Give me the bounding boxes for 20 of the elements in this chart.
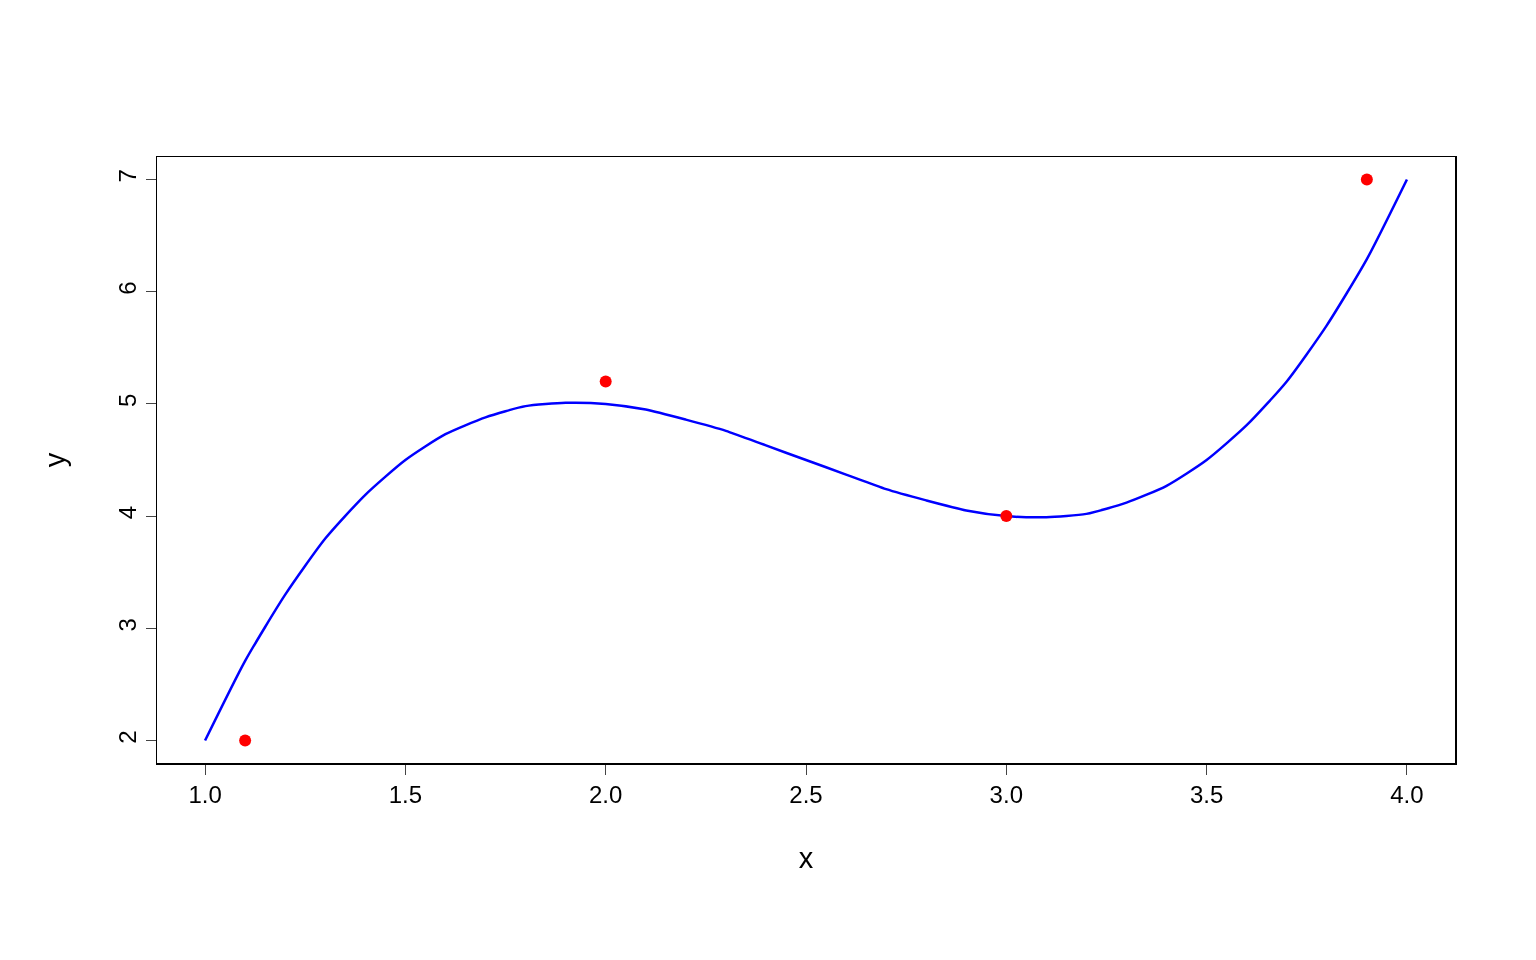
x-tick-label: 4.0 — [1390, 781, 1424, 809]
y-tick-label: 3 — [113, 618, 141, 632]
y-tick-label: 6 — [113, 281, 141, 295]
y-tick-label: 7 — [113, 169, 141, 183]
y-tick-label: 2 — [113, 730, 141, 744]
x-tick-label: 2.0 — [589, 781, 623, 809]
y-axis-title: y — [38, 452, 71, 468]
x-tick-label: 2.5 — [789, 781, 823, 809]
point — [1360, 173, 1373, 186]
x-tick-label: 3.0 — [989, 781, 1023, 809]
point — [599, 375, 612, 388]
x-axis-title: x — [798, 841, 814, 874]
x-tick-label: 3.5 — [1189, 781, 1224, 809]
y-tick-label: 5 — [113, 393, 141, 407]
x-tick-label: 1.0 — [188, 781, 222, 809]
line-series — [203, 178, 1409, 742]
y-tick-label: 4 — [113, 505, 141, 520]
point — [1000, 510, 1013, 523]
point — [239, 734, 252, 747]
x-tick-label: 1.5 — [388, 781, 423, 809]
